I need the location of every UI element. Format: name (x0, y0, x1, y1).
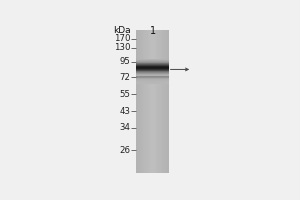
Bar (136, 69, 169, 70)
Bar (136, 78, 169, 79)
Bar (136, 72, 169, 73)
Bar (161, 30, 162, 173)
Bar (151, 30, 153, 173)
Bar (153, 30, 154, 173)
Bar (159, 30, 161, 173)
Text: 34: 34 (119, 123, 130, 132)
Bar (136, 65, 169, 66)
Text: 95: 95 (120, 57, 130, 66)
Bar (148, 30, 149, 173)
Bar (136, 81, 169, 82)
Bar (136, 76, 169, 77)
Bar (136, 30, 169, 173)
Bar (166, 30, 167, 173)
Bar (162, 30, 164, 173)
Bar (136, 59, 169, 60)
Text: kDa: kDa (113, 26, 130, 35)
Bar (136, 80, 169, 81)
Bar (136, 30, 138, 173)
Text: 72: 72 (119, 73, 130, 82)
Bar (136, 62, 169, 63)
Bar (145, 30, 146, 173)
Bar (167, 30, 169, 173)
Bar (146, 30, 148, 173)
Bar (158, 30, 159, 173)
Text: 55: 55 (119, 90, 130, 99)
Bar (154, 30, 156, 173)
Bar (156, 30, 158, 173)
Bar (136, 82, 169, 83)
Bar (136, 67, 169, 68)
Bar (136, 70, 169, 71)
Bar (164, 30, 166, 173)
Text: 26: 26 (119, 146, 130, 155)
Bar (136, 74, 169, 75)
Bar (141, 30, 143, 173)
Bar (138, 30, 140, 173)
Text: 43: 43 (119, 107, 130, 116)
Text: 170: 170 (114, 34, 130, 43)
Bar (149, 30, 151, 173)
Bar (136, 73, 169, 74)
Bar (136, 71, 169, 72)
Bar (136, 68, 169, 69)
Bar (136, 83, 169, 84)
Bar (136, 64, 169, 65)
Bar (136, 79, 169, 80)
Bar (143, 30, 145, 173)
Bar (136, 66, 169, 67)
Bar (136, 77, 169, 78)
Bar (136, 75, 169, 76)
Bar (140, 30, 141, 173)
Bar (136, 60, 169, 61)
Bar (136, 63, 169, 64)
Bar (136, 61, 169, 62)
Text: 130: 130 (114, 43, 130, 52)
Text: 1: 1 (149, 26, 156, 36)
